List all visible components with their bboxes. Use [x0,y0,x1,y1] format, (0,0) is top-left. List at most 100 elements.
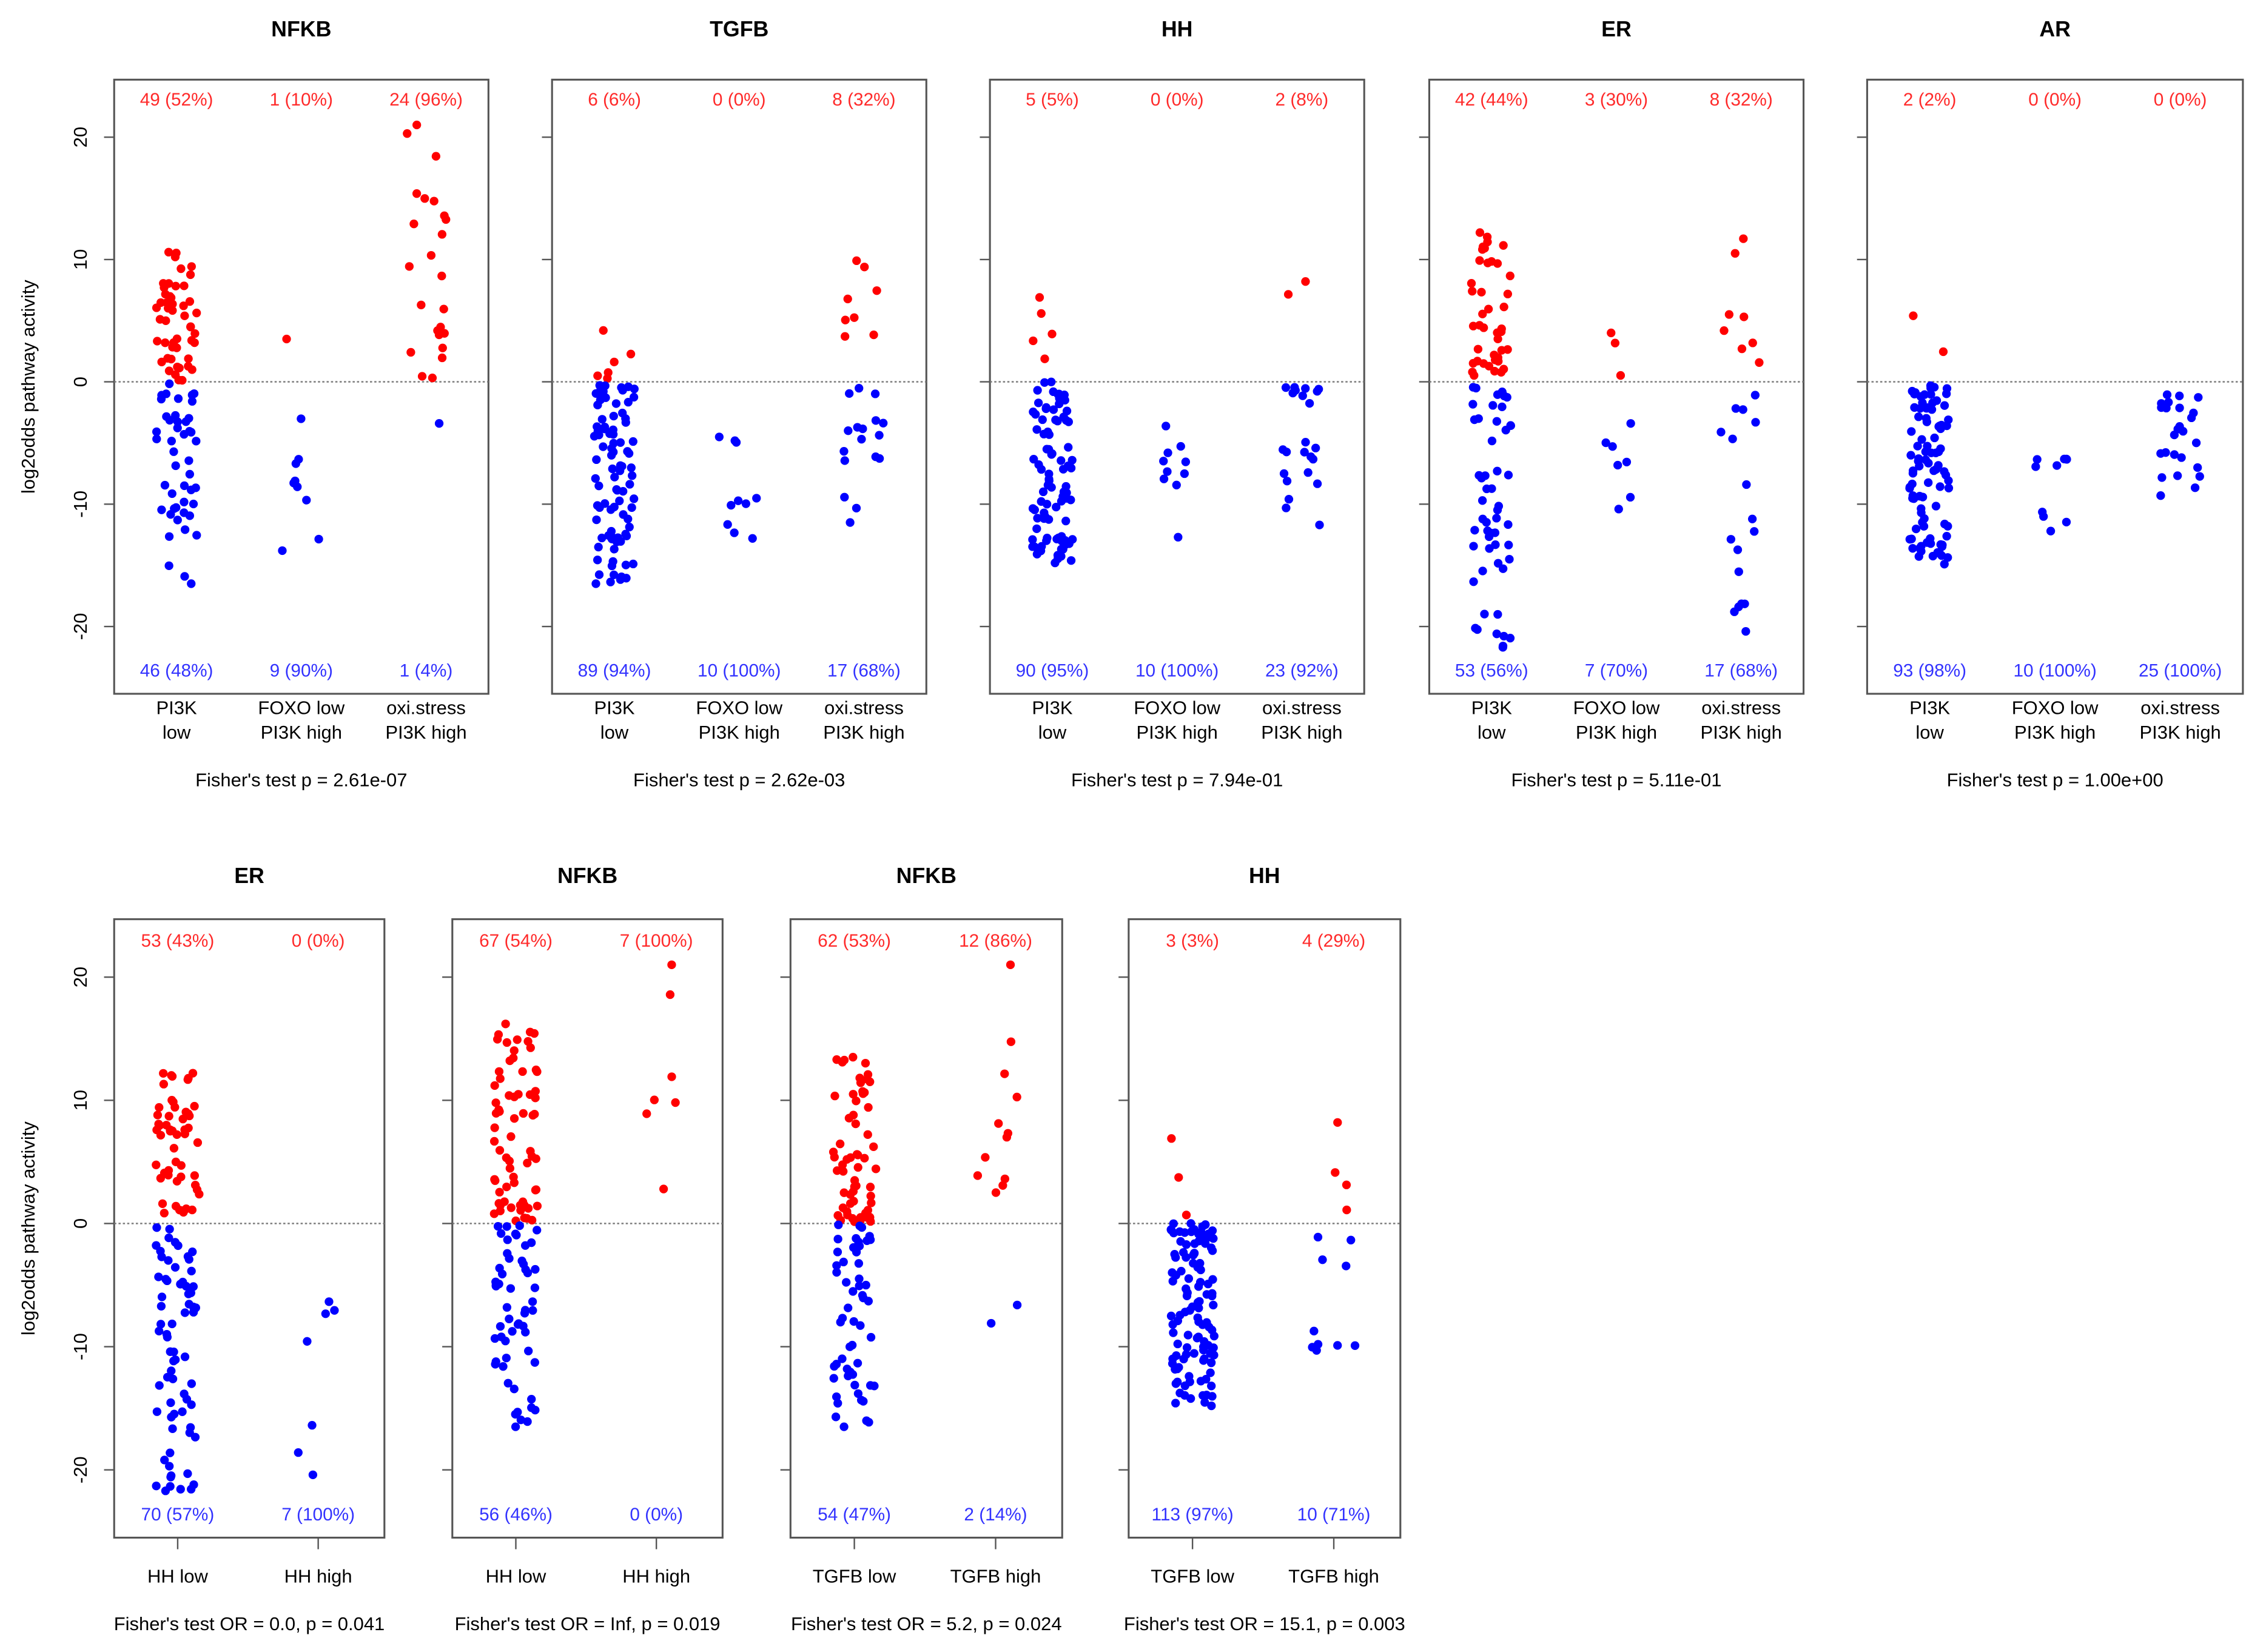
data-point-below [189,499,198,509]
count-below-label: 25 (100%) [2139,660,2222,680]
x-category-label: PI3K high [385,722,466,743]
data-point-above [152,1160,161,1169]
data-point-below [609,411,618,421]
data-point-below [1305,398,1314,408]
data-point-below [1913,442,1922,451]
data-point-below [1313,1232,1323,1242]
data-point-above [417,300,426,310]
data-point-above [1473,344,1483,354]
data-point-above [829,1147,838,1157]
data-point-above [494,1030,503,1039]
x-category-label: PI3K high [1261,722,1342,743]
data-point-below [593,422,602,431]
count-above-label: 49 (52%) [140,90,213,110]
data-point-below [842,1278,851,1287]
data-point-below [1918,518,1927,527]
count-below-label: 10 (100%) [2013,660,2096,680]
data-point-below [1038,487,1048,497]
data-point-below [1310,1326,1319,1335]
data-point-below [1469,577,1478,586]
data-point-below [156,394,166,404]
data-point-above [491,1098,500,1107]
data-point-below [1934,461,1943,470]
data-point-below [2175,391,2184,400]
x-category-label: oxi.stress [386,697,466,718]
data-point-below [1279,469,1289,478]
count-above-label: 53 (43%) [141,931,215,951]
data-point-below [1061,516,1071,526]
data-point-below [1189,1349,1199,1358]
data-point-above [172,248,181,258]
data-point-below [192,531,201,540]
data-point-below [1936,444,1945,454]
data-point-below [1207,1401,1216,1411]
data-point-below [1163,448,1172,457]
data-point-below [185,469,194,479]
data-point-below [1181,457,1191,466]
data-point-below [1203,1341,1213,1350]
data-point-above [872,286,881,295]
data-point-below [180,572,189,581]
data-point-below [858,1291,867,1300]
data-point-above [1182,1210,1191,1220]
plot-frame [1128,918,1402,1539]
data-point-below [1942,531,1951,541]
data-point-below [752,494,761,503]
data-point-below [846,518,855,527]
data-point-below [314,534,323,544]
data-point-above [162,1121,171,1130]
panel-ar: AR 2 (2%) 93 (98%) PI3K low 0 (0%) 10 (100%) FO… [1857,17,2244,790]
plot-frame [451,918,724,1539]
data-point-above [525,1027,535,1036]
data-point-below [1474,471,1484,480]
count-below-label: 89 (94%) [578,660,651,680]
data-point-below [621,414,630,423]
data-point-above [1748,338,1757,348]
x-category-label: FOXO low [1573,697,1660,718]
data-point-below [187,397,197,406]
data-point-above [855,1073,864,1083]
x-category-label: HH high [622,1565,690,1587]
count-above-label: 6 (6%) [588,90,641,110]
data-point-below [1315,520,1324,529]
data-point-below [1030,505,1040,514]
data-point-below [162,1329,172,1339]
data-point-below [2161,448,2170,457]
count-below-label: 17 (68%) [1704,660,1778,680]
data-point-above [429,196,439,206]
data-point-below [1505,554,1514,564]
data-point-below [166,1448,175,1457]
data-point-below [164,532,174,541]
data-point-below [180,525,190,534]
data-point-below [183,1469,192,1479]
data-point-below [308,1421,317,1430]
data-point-below [1029,407,1038,417]
data-point-above [1755,358,1764,367]
data-point-below [607,561,617,571]
x-category-label: HH low [486,1565,546,1587]
data-point-above [502,1038,511,1047]
plot-frame [1428,78,1805,695]
data-point-above [841,332,850,341]
data-point-above [991,1188,1001,1197]
data-point-above [171,1201,181,1211]
data-point-below [741,499,750,508]
data-point-below [1482,518,1491,527]
data-point-below [866,1381,875,1390]
data-point-above [489,1137,499,1146]
data-point-above [426,250,436,260]
data-point-below [184,456,193,465]
data-point-below [2170,450,2179,459]
data-point-above [841,315,850,324]
data-point-below [152,1407,162,1416]
data-point-below [855,1281,864,1291]
data-point-above [428,374,437,383]
data-point-above [1174,1173,1183,1182]
y-tick-label: 10 [70,249,91,270]
data-point-below [2177,453,2186,462]
data-point-below [302,495,311,505]
data-point-above [1737,344,1747,354]
data-point-below [2162,403,2171,413]
panel-title: HH [1249,864,1280,888]
data-point-below [1498,402,1507,412]
